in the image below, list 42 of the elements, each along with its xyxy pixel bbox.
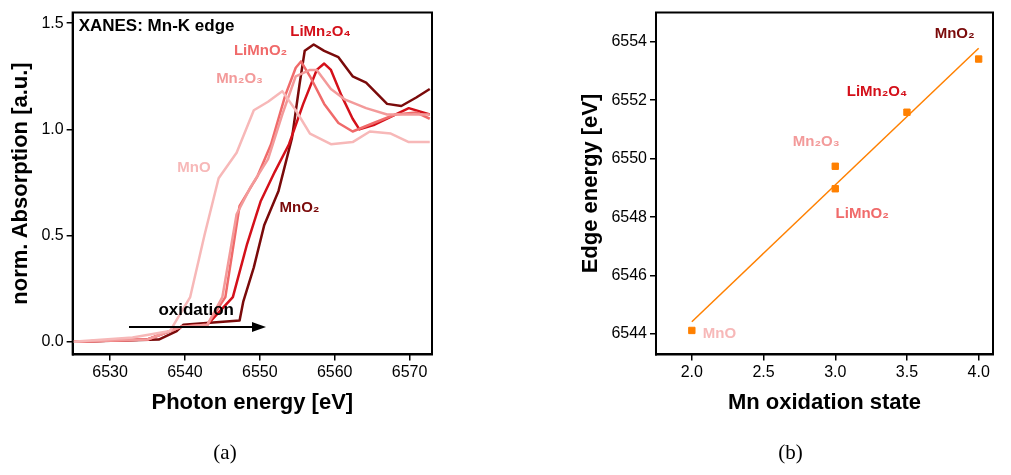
series-label: Mn₂O₃ <box>216 68 264 86</box>
y-tick-label: 6544 <box>611 324 648 342</box>
y-tick-label: 1.5 <box>41 13 64 31</box>
annotation: MnO₂ <box>934 24 975 42</box>
x-tick-label: 6530 <box>92 363 128 381</box>
x-axis-title: Mn oxidation state <box>727 388 922 414</box>
y-tick-label: 0.0 <box>41 332 64 350</box>
x-tick-label: 2.0 <box>680 363 704 381</box>
y-tick-label: 6550 <box>611 149 648 167</box>
annotation: MnO <box>702 323 737 341</box>
series-label: LiMnO₂ <box>233 40 288 58</box>
x-tick-label: 4.0 <box>967 363 990 381</box>
annotation: Mn₂O₃ <box>792 132 840 150</box>
text: (b) <box>777 440 804 465</box>
x-tick-label: 2.5 <box>752 363 775 381</box>
series-label: MnO <box>177 157 211 175</box>
x-tick-label: 6550 <box>242 363 278 381</box>
x-tick-label: 6570 <box>391 363 428 381</box>
point <box>903 108 911 116</box>
x-tick-label: 6540 <box>167 363 203 381</box>
y-tick-label: 0.5 <box>41 225 64 243</box>
chart-title: XANES: Mn-K edge <box>78 16 235 36</box>
series-label: MnO₂ <box>279 198 320 216</box>
point <box>831 185 839 193</box>
y-tick-label: 6548 <box>611 207 648 225</box>
y-axis-title: Edge energy [eV] <box>577 93 603 274</box>
point <box>974 55 983 63</box>
annotation: LiMnO₂ <box>835 203 889 221</box>
point <box>831 162 839 170</box>
y-tick-label: 6546 <box>611 265 648 283</box>
x-tick-label: 3.5 <box>895 363 919 381</box>
x-axis-title: Photon energy [eV] <box>151 388 354 414</box>
text: LiMn₂O₄ <box>290 21 351 39</box>
x-tick-label: 6560 <box>316 363 353 381</box>
x-tick-label: 3.0 <box>824 363 847 381</box>
y-axis-title: norm. Absorption [a.u.] <box>7 62 33 305</box>
annotation: LiMn₂O₄ <box>846 82 908 100</box>
y-tick-label: 6552 <box>611 90 648 108</box>
text: (a) <box>212 440 238 465</box>
point <box>688 326 696 335</box>
y-tick-label: 6554 <box>611 32 648 50</box>
y-tick-label: 1.0 <box>41 119 64 137</box>
